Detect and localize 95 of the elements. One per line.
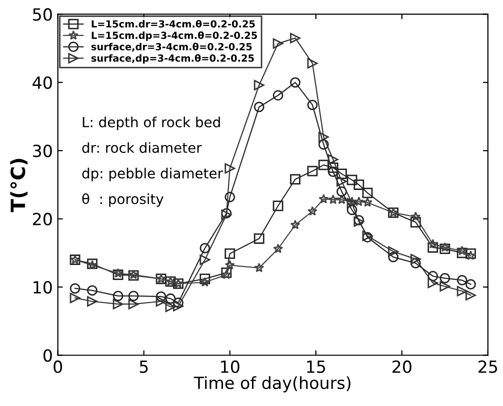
- point: [200, 242, 210, 254]
- point: [362, 188, 373, 198]
- y-axis-title: T(°C): [10, 158, 28, 212]
- point: [440, 281, 450, 292]
- point: [440, 272, 450, 284]
- point: [307, 166, 318, 176]
- y-tick-label: 10: [34, 281, 52, 294]
- legend-label: surface,dr=3-4cm.θ=0.2-0.25: [91, 42, 252, 52]
- x-tick-label: 25: [478, 360, 498, 374]
- y-tick-label: 20: [32, 212, 52, 226]
- point: [173, 300, 184, 312]
- point: [272, 38, 284, 49]
- point: [428, 278, 438, 288]
- point: [318, 132, 329, 142]
- point: [354, 180, 364, 190]
- point: [272, 200, 284, 212]
- point: [70, 292, 80, 304]
- point: [410, 212, 421, 222]
- point: [87, 296, 98, 307]
- point: [307, 58, 318, 69]
- point: [328, 154, 338, 165]
- point: [273, 244, 284, 254]
- point: [70, 283, 80, 294]
- x-tick-label: 20: [392, 360, 412, 374]
- point: [112, 298, 124, 310]
- point: [440, 242, 450, 252]
- point: [156, 296, 166, 307]
- annotation: dr: rock diameter: [82, 142, 202, 153]
- point: [354, 196, 364, 206]
- y-tick-label: 50: [33, 8, 52, 21]
- point: [254, 102, 264, 112]
- point: [410, 217, 421, 228]
- point: [328, 194, 338, 204]
- legend-label: L=15cm.dp=3-4cm.θ=0.2-0.25: [92, 31, 257, 41]
- point: [456, 275, 468, 286]
- point: [336, 168, 347, 180]
- point: [428, 238, 438, 248]
- point: [336, 194, 347, 204]
- point: [388, 252, 399, 262]
- x-tick-label: 15: [307, 360, 326, 374]
- point: [128, 290, 139, 302]
- point: [290, 220, 300, 230]
- point: [128, 298, 139, 310]
- x-tick-label: 0: [54, 360, 62, 374]
- point: [254, 262, 264, 272]
- point: [428, 270, 438, 282]
- x-axis-title: Time of day(hours): [194, 376, 350, 392]
- point: [466, 279, 476, 290]
- point: [224, 163, 236, 174]
- y-tick-label: 0: [43, 349, 52, 362]
- point: [200, 274, 210, 284]
- point: [224, 248, 236, 259]
- legend-label: L=15cm.dr=3-4cm.θ=0.2-0.25: [92, 20, 255, 28]
- point: [165, 293, 176, 304]
- point: [307, 100, 318, 110]
- y-tick-label: 40: [32, 76, 52, 89]
- point: [362, 197, 372, 207]
- point: [346, 174, 358, 186]
- point: [410, 254, 421, 264]
- point: [336, 176, 347, 187]
- point: [290, 32, 300, 44]
- annotation: θ : porosity: [82, 193, 164, 207]
- point: [318, 194, 329, 204]
- point: [165, 302, 176, 312]
- point: [200, 277, 210, 287]
- point: [254, 80, 264, 90]
- point: [87, 285, 98, 296]
- legend-label: surface,dp=3-4cm.θ=0.2-0.25: [91, 54, 254, 64]
- annotation: L: depth of rock bed: [82, 116, 220, 130]
- point: [456, 286, 468, 296]
- point: [318, 139, 329, 150]
- point: [410, 258, 421, 268]
- point: [318, 160, 329, 170]
- point: [466, 290, 476, 300]
- point: [336, 186, 347, 197]
- y-tick-label: 30: [33, 144, 52, 158]
- point: [272, 90, 284, 101]
- point: [290, 77, 300, 88]
- point: [224, 192, 236, 202]
- annotation: dp: pebble diameter: [82, 168, 223, 182]
- point: [440, 244, 450, 254]
- point: [156, 291, 166, 302]
- point: [428, 242, 438, 253]
- point: [307, 206, 318, 216]
- point: [254, 233, 264, 244]
- point: [346, 204, 358, 216]
- point: [388, 246, 399, 257]
- point: [200, 254, 210, 265]
- point: [290, 174, 300, 184]
- point: [456, 248, 468, 258]
- point: [457, 246, 468, 256]
- x-tick-label: 5: [140, 360, 148, 374]
- point: [224, 260, 235, 270]
- x-tick-label: 10: [221, 360, 240, 374]
- point: [112, 290, 124, 302]
